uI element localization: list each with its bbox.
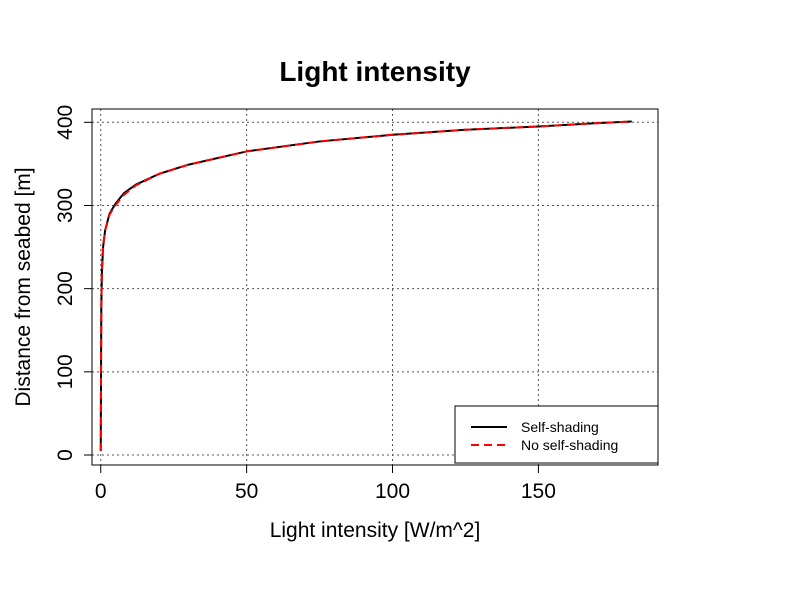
series-lines — [99, 120, 632, 451]
chart-title: Light intensity — [279, 56, 471, 87]
y-tick-label-400: 400 — [54, 105, 77, 140]
legend: Self-shading No self-shading — [454, 405, 659, 464]
y-axis-label: Distance from seabed [m] — [12, 167, 35, 406]
y-tick-label-200: 200 — [54, 271, 77, 306]
x-tick-label-50: 50 — [235, 480, 258, 503]
x-tick-label-100: 100 — [375, 480, 410, 503]
series-line-no-self-shading — [99, 120, 632, 451]
x-tick-label-0: 0 — [95, 480, 107, 503]
y-tick-label-100: 100 — [54, 354, 77, 389]
series-line-self-shading — [99, 120, 632, 451]
legend-label-no-self-shading: No self-shading — [521, 437, 618, 453]
x-tick-label-150: 150 — [521, 480, 556, 503]
legend-label-self-shading: Self-shading — [521, 419, 599, 435]
x-axis-label: Light intensity [W/m^2] — [270, 519, 481, 542]
y-tick-label-300: 300 — [54, 188, 77, 223]
y-tick-label-0: 0 — [54, 449, 77, 461]
legend-box — [454, 405, 659, 464]
x-axis: 0 50 100 150 — [95, 464, 556, 503]
y-axis: 0 100 200 300 400 — [54, 105, 93, 461]
